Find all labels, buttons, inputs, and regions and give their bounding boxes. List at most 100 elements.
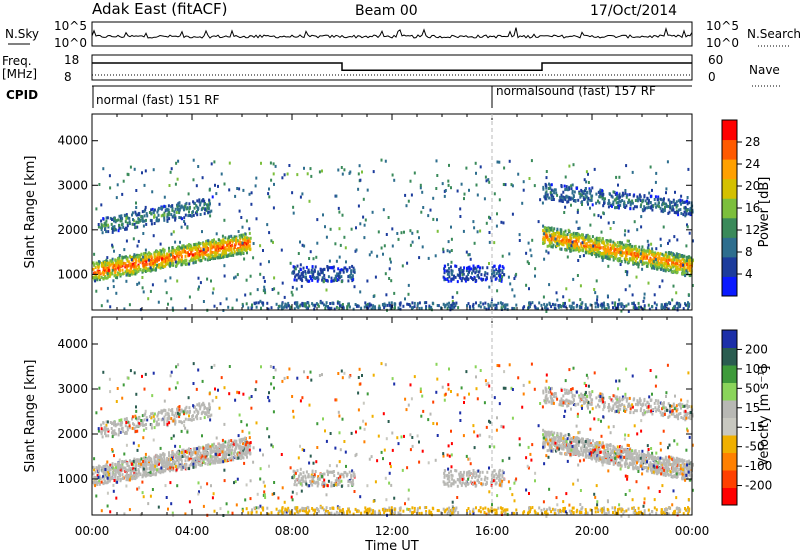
- power-cell: [612, 221, 615, 224]
- power-cell: [610, 253, 613, 257]
- power-cell: [603, 201, 605, 205]
- power-cell: [668, 210, 671, 214]
- power-cell: [629, 249, 632, 253]
- power-cell: [124, 262, 127, 266]
- power-cell: [127, 264, 129, 268]
- power-cell: [620, 260, 623, 263]
- power-cell: [158, 263, 161, 267]
- power-cell: [593, 288, 596, 291]
- power-cell: [245, 302, 248, 306]
- power-cell: [307, 301, 310, 305]
- power-cell: [210, 279, 212, 283]
- power-cell: [100, 223, 103, 227]
- power-cell: [663, 208, 666, 212]
- power-cell: [601, 303, 604, 307]
- velocity-cell: [238, 451, 241, 455]
- power-cell: [155, 216, 158, 220]
- power-cell: [112, 262, 115, 266]
- velocity-cell: [118, 470, 121, 474]
- velocity-cell: [245, 452, 248, 456]
- power-cell: [590, 249, 593, 253]
- power-cell: [609, 247, 612, 251]
- power-cell: [545, 235, 547, 239]
- power-cell: [131, 213, 133, 217]
- power-cell: [144, 248, 147, 252]
- power-cell: [225, 241, 228, 245]
- power-cell: [144, 253, 147, 257]
- velocity-cell: [238, 446, 241, 450]
- power-cell: [655, 205, 658, 209]
- power-cell: [218, 248, 221, 252]
- power-cell: [147, 251, 150, 255]
- velocity-cell: [133, 460, 136, 464]
- power-cell: [579, 255, 582, 258]
- power-cell: [624, 189, 627, 192]
- power-cell: [636, 197, 639, 201]
- power-cell: [551, 233, 554, 237]
- power-cell: [582, 237, 585, 241]
- power-cell: [665, 262, 668, 266]
- power-cell: [565, 287, 568, 291]
- power-cell: [252, 256, 255, 260]
- power-cell: [586, 234, 589, 238]
- power-cell: [199, 249, 202, 253]
- velocity-cell: [230, 455, 233, 459]
- power-cell: [533, 184, 536, 188]
- power-cell: [600, 239, 603, 243]
- power-cell: [659, 263, 662, 267]
- power-cell: [390, 279, 393, 283]
- power-cell: [152, 259, 155, 263]
- power-cell: [558, 243, 560, 247]
- power-cell: [363, 223, 366, 227]
- velocity-cell: [233, 454, 236, 458]
- velocity-cell: [222, 447, 225, 451]
- power-cell: [226, 244, 229, 247]
- power-cell: [556, 193, 559, 197]
- power-cell: [222, 255, 225, 259]
- nsearch-label: N.Search: [747, 27, 800, 41]
- power-cell: [425, 301, 428, 305]
- power-cell: [163, 256, 166, 260]
- power-cell: [665, 265, 668, 269]
- nsearch-tick-top: 10^5: [706, 19, 739, 33]
- power-cell: [625, 164, 628, 168]
- power-cell: [658, 257, 661, 261]
- power-cell: [313, 276, 316, 280]
- power-cell: [617, 183, 619, 187]
- power-cell: [664, 269, 667, 273]
- velocity-cell: [240, 451, 243, 455]
- power-cell: [472, 278, 474, 282]
- power-cell: [443, 194, 446, 198]
- power-cell: [546, 236, 549, 240]
- power-cell: [262, 289, 265, 293]
- power-cell: [474, 279, 477, 282]
- power-cell: [301, 272, 304, 276]
- power-cell: [153, 208, 156, 212]
- power-cell: [195, 204, 198, 208]
- power-cell: [345, 267, 348, 271]
- power-cell: [131, 222, 134, 226]
- power-cell: [230, 253, 233, 257]
- power-cell: [407, 292, 410, 296]
- power-cell: [333, 277, 336, 281]
- power-cell: [318, 170, 321, 174]
- power-cell: [166, 259, 168, 262]
- power-cell: [588, 248, 591, 251]
- power-cell: [572, 199, 575, 203]
- velocity-cell: [150, 460, 153, 464]
- power-cell: [620, 241, 623, 245]
- power-cell: [574, 199, 577, 203]
- power-cell: [570, 184, 573, 188]
- power-cell: [646, 239, 649, 243]
- velocity-cell: [192, 462, 195, 466]
- power-cell: [350, 269, 353, 273]
- power-cell: [631, 199, 634, 203]
- power-cell: [473, 241, 476, 245]
- power-cell: [129, 267, 132, 271]
- power-cell: [558, 304, 561, 308]
- power-cell: [337, 168, 340, 172]
- power-cell: [594, 305, 597, 309]
- power-cell: [632, 302, 635, 306]
- power-cell: [95, 274, 98, 278]
- power-cell: [105, 216, 108, 220]
